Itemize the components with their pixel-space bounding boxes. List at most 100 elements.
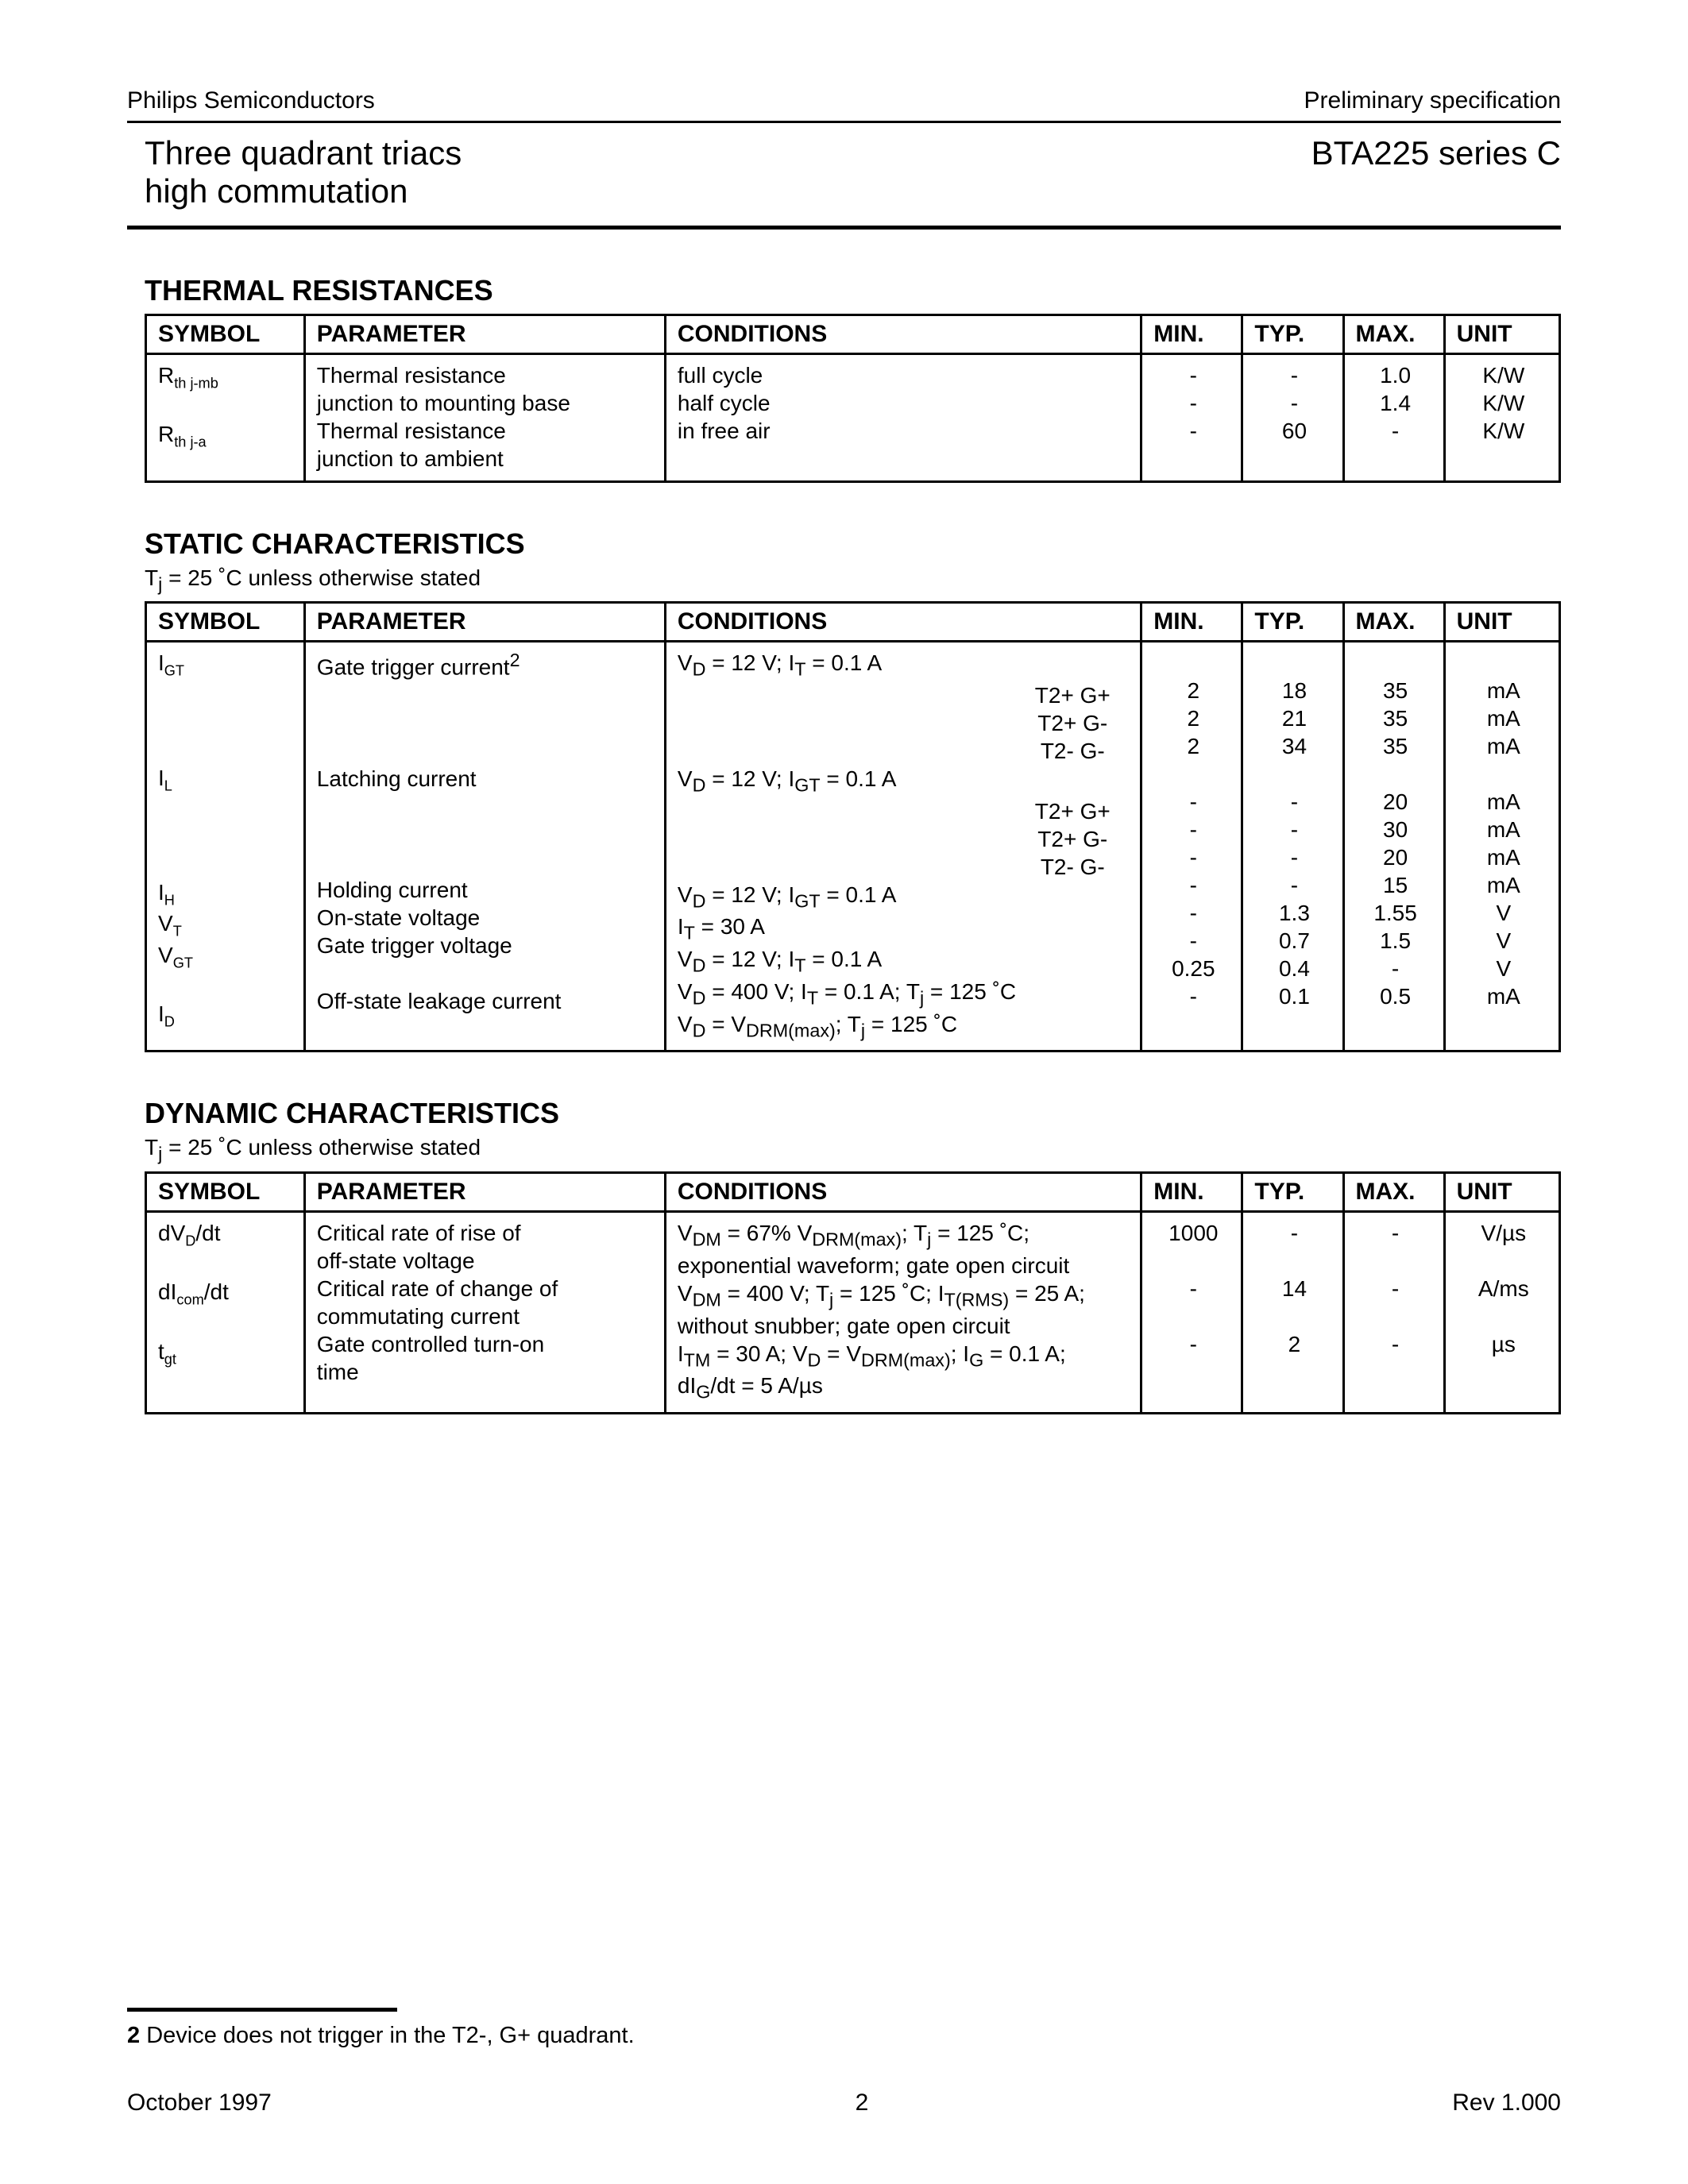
v: - — [1291, 789, 1298, 814]
v: mA — [1487, 678, 1520, 703]
th-conditions: CONDITIONS — [665, 1173, 1141, 1212]
v: 1.55 — [1373, 901, 1417, 925]
val: - — [1392, 419, 1399, 443]
th-parameter: PARAMETER — [304, 603, 665, 642]
v: V — [1496, 956, 1511, 981]
v: A/ms — [1478, 1276, 1529, 1301]
c: = 0.1 A; — [983, 1341, 1066, 1366]
th-unit: UNIT — [1444, 314, 1559, 353]
title-line1: Three quadrant triacs — [145, 134, 462, 172]
cond-line: in free air — [678, 419, 771, 443]
c: = 12 V; I — [705, 882, 794, 907]
v: - — [1190, 845, 1197, 870]
quad: T2+ G- — [1013, 825, 1132, 853]
cell-symbol: dVD/dt dIcom/dt tgt — [146, 1212, 305, 1414]
v: 20 — [1383, 789, 1408, 814]
dynamic-table: SYMBOL PARAMETER CONDITIONS MIN. TYP. MA… — [145, 1171, 1561, 1414]
quad: T2- G- — [1013, 853, 1132, 881]
c: = 0.1 A — [805, 650, 882, 675]
c: exponential waveform; gate open circuit — [678, 1252, 1132, 1279]
cell-max: - - - — [1343, 1212, 1444, 1414]
quad: T2+ G- — [1013, 709, 1132, 737]
section-title-dynamic: DYNAMIC CHARACTERISTICS — [145, 1097, 1561, 1130]
th-min: MIN. — [1141, 1173, 1242, 1212]
footer: October 1997 2 Rev 1.000 — [127, 2089, 1561, 2116]
cell-max: 1.0 1.4 - — [1343, 353, 1444, 481]
cell-min: 2 2 2 - - - - - - 0.25 - — [1141, 642, 1242, 1051]
section-title-static: STATIC CHARACTERISTICS — [145, 527, 1561, 561]
c: = 400 V; T — [721, 1281, 829, 1306]
cell-unit: mA mA mA mA mA mA mA V V V mA — [1444, 642, 1559, 1051]
c: without snubber; gate open circuit — [678, 1312, 1132, 1340]
v: 2 — [1188, 734, 1200, 758]
cell-typ: - - 60 — [1242, 353, 1343, 481]
th-unit: UNIT — [1444, 603, 1559, 642]
v: V — [1496, 928, 1511, 953]
cell-parameter: Gate trigger current2 Latching current H… — [304, 642, 665, 1051]
table-row: dVD/dt dIcom/dt tgt Critical rate of ris… — [146, 1212, 1560, 1414]
th-min: MIN. — [1141, 314, 1242, 353]
sym-sub: th j-mb — [174, 375, 218, 391]
note-text: T — [145, 565, 158, 590]
sym: I — [158, 880, 164, 905]
v: V — [1496, 901, 1511, 925]
p: time — [317, 1360, 359, 1384]
header-right: Preliminary specification — [1304, 87, 1561, 114]
v: 35 — [1383, 706, 1408, 731]
v: - — [1190, 928, 1197, 953]
footnote: 2 Device does not trigger in the T2-, G+… — [127, 2023, 1561, 2049]
th-max: MAX. — [1343, 314, 1444, 353]
v: 0.4 — [1279, 956, 1310, 981]
v: 0.7 — [1279, 928, 1310, 953]
cell-parameter: Thermal resistance junction to mounting … — [304, 353, 665, 481]
cell-conditions: VD = 12 V; IT = 0.1 A T2+ G+ T2+ G- T2- … — [665, 642, 1141, 1051]
static-note: Tj = 25 ˚C unless otherwise stated — [145, 565, 1561, 596]
sub: D — [164, 1014, 175, 1030]
quad: T2- G- — [1013, 737, 1132, 765]
v: 1.3 — [1279, 901, 1310, 925]
table-row: Rth j-mb Rth j-a Thermal resistance junc… — [146, 353, 1560, 481]
th-symbol: SYMBOL — [146, 1173, 305, 1212]
cell-min: 1000 - - — [1141, 1212, 1242, 1414]
s: D — [185, 1233, 195, 1249]
sym: I — [158, 650, 164, 675]
footer-center: 2 — [856, 2089, 869, 2116]
c: = 125 ˚C; — [931, 1221, 1029, 1245]
sub: H — [164, 892, 175, 908]
cell-conditions: full cycle half cycle in free air — [665, 353, 1141, 481]
val: - — [1190, 419, 1197, 443]
cell-conditions: VDM = 67% VDRM(max); Tj = 125 ˚C; expone… — [665, 1212, 1141, 1414]
v: 1.5 — [1380, 928, 1411, 953]
th-parameter: PARAMETER — [304, 314, 665, 353]
v: mA — [1487, 873, 1520, 897]
sym-base: R — [158, 422, 174, 446]
v: V/µs — [1481, 1221, 1527, 1245]
v: 30 — [1383, 817, 1408, 842]
p: On-state voltage — [317, 905, 480, 930]
th-max: MAX. — [1343, 1173, 1444, 1212]
val: - — [1190, 363, 1197, 388]
thermal-table: SYMBOL PARAMETER CONDITIONS MIN. TYP. MA… — [145, 314, 1561, 483]
val: 60 — [1282, 419, 1307, 443]
param-line: junction to mounting base — [317, 391, 570, 415]
sub: GT — [164, 663, 184, 679]
static-table: SYMBOL PARAMETER CONDITIONS MIN. TYP. MA… — [145, 601, 1561, 1052]
s: dI — [158, 1279, 176, 1304]
sup: 2 — [510, 650, 520, 670]
p: Off-state leakage current — [317, 989, 562, 1013]
v: mA — [1487, 789, 1520, 814]
c: = 400 V; I — [705, 979, 806, 1004]
cell-symbol: IGT IL IH VT VGT ID — [146, 642, 305, 1051]
th-parameter: PARAMETER — [304, 1173, 665, 1212]
c: I — [678, 914, 684, 939]
table-header-row: SYMBOL PARAMETER CONDITIONS MIN. TYP. MA… — [146, 314, 1560, 353]
v: - — [1392, 1276, 1399, 1301]
c: V — [678, 947, 693, 971]
v: - — [1190, 1276, 1197, 1301]
p: Gate trigger current — [317, 655, 510, 680]
c: = 125 ˚C — [865, 1012, 957, 1036]
title-row: Three quadrant triacs high commutation B… — [127, 123, 1561, 226]
v: µs — [1492, 1332, 1516, 1356]
val: - — [1190, 391, 1197, 415]
p: off-state voltage — [317, 1248, 475, 1273]
